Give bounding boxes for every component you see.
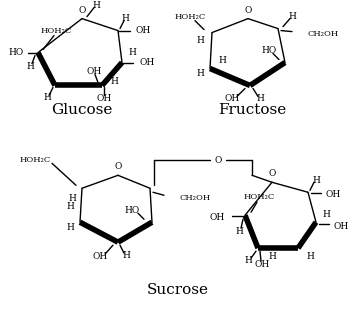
Text: OH: OH <box>139 58 154 67</box>
Text: H: H <box>218 56 226 65</box>
Text: Fructose: Fructose <box>218 103 286 117</box>
Text: H: H <box>68 194 76 203</box>
Text: HOH₂C: HOH₂C <box>19 156 51 164</box>
Text: H: H <box>312 176 320 185</box>
Text: CH₂OH: CH₂OH <box>308 29 339 38</box>
Text: OH: OH <box>96 94 112 103</box>
Text: O: O <box>244 6 252 15</box>
Text: H: H <box>322 210 330 219</box>
Text: OH: OH <box>136 26 151 35</box>
Text: OH: OH <box>92 252 107 260</box>
Text: O: O <box>214 156 222 165</box>
Text: OH: OH <box>255 260 270 269</box>
Text: HO: HO <box>261 46 277 55</box>
Text: HOH₂C: HOH₂C <box>174 13 206 21</box>
Text: OH: OH <box>225 94 240 103</box>
Text: H: H <box>66 223 74 232</box>
Text: Glucose: Glucose <box>51 103 113 117</box>
Text: HO: HO <box>9 48 24 57</box>
Text: O: O <box>114 162 122 171</box>
Text: OH: OH <box>334 222 349 231</box>
Text: HO: HO <box>124 206 140 215</box>
Text: CH₂OH: CH₂OH <box>180 194 211 202</box>
Text: HOH₂C: HOH₂C <box>243 193 275 201</box>
Text: H: H <box>256 94 264 103</box>
Text: H: H <box>92 1 100 10</box>
Text: H: H <box>66 202 74 211</box>
Text: H: H <box>26 62 34 71</box>
Text: H: H <box>128 48 136 57</box>
Text: OH: OH <box>326 190 341 199</box>
Text: OH: OH <box>210 213 225 222</box>
Text: H: H <box>196 69 204 78</box>
Text: H: H <box>268 252 276 260</box>
Text: H: H <box>288 12 296 21</box>
Text: H: H <box>110 77 118 86</box>
Text: H: H <box>244 256 252 265</box>
Text: Sucrose: Sucrose <box>147 283 209 297</box>
Text: H: H <box>196 36 204 45</box>
Text: O: O <box>78 6 86 15</box>
Text: O: O <box>268 169 276 178</box>
Text: HOH₂C: HOH₂C <box>40 27 72 35</box>
Text: H: H <box>306 252 314 260</box>
Text: H: H <box>121 14 129 23</box>
Text: H: H <box>235 227 243 236</box>
Text: H: H <box>43 93 51 102</box>
Text: OH: OH <box>86 67 102 76</box>
Text: H: H <box>122 251 130 260</box>
